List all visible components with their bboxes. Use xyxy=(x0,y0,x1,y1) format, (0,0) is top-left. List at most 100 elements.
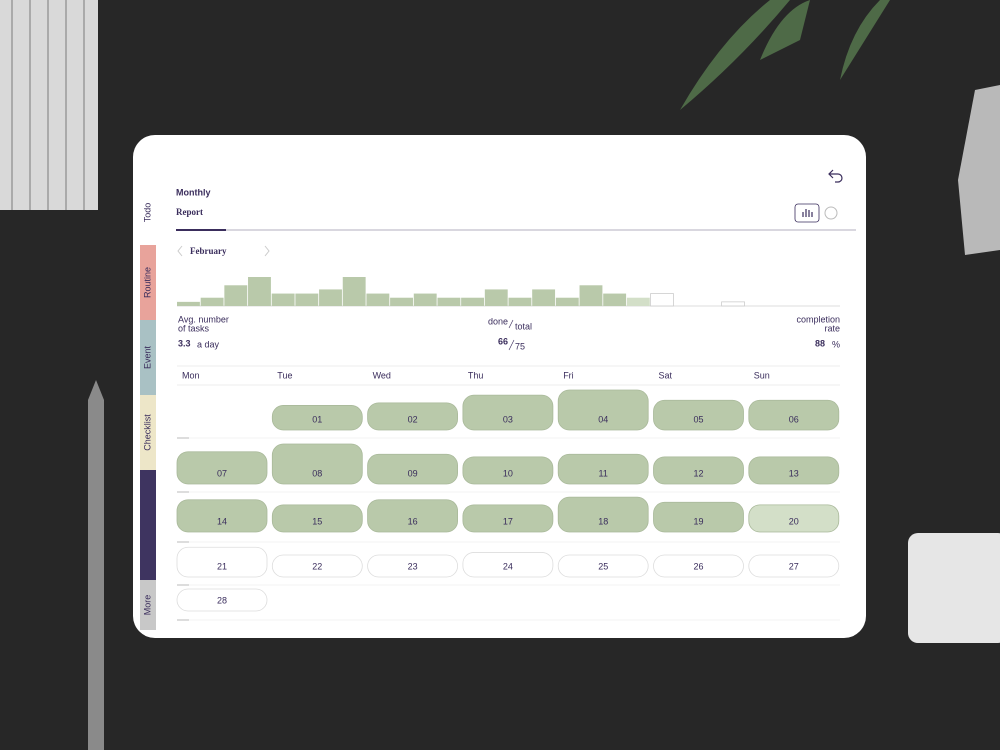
bar xyxy=(437,297,461,306)
bar xyxy=(271,293,295,306)
day-pill[interactable] xyxy=(176,499,268,533)
day-number: 22 xyxy=(312,561,322,571)
bar xyxy=(200,297,224,306)
day-number: 07 xyxy=(217,468,227,478)
tab[interactable] xyxy=(140,320,156,395)
chart-icon xyxy=(802,209,813,217)
month-title: February xyxy=(190,246,227,256)
bar xyxy=(319,289,342,306)
day-pill[interactable] xyxy=(557,453,649,485)
day-pill[interactable] xyxy=(462,394,554,431)
day-pill[interactable] xyxy=(367,453,459,485)
weekday: Sat xyxy=(659,370,673,380)
header-title: Report xyxy=(176,207,203,217)
bar xyxy=(508,297,532,306)
decor-pencil xyxy=(88,380,104,750)
day-number: 14 xyxy=(217,516,227,526)
decor-stone xyxy=(958,85,1000,255)
day-pill[interactable] xyxy=(653,501,744,533)
chart-view-button[interactable] xyxy=(794,203,820,223)
tab-label: Checklist xyxy=(142,414,152,451)
day-pill[interactable] xyxy=(271,443,363,485)
day-number: 16 xyxy=(408,516,418,526)
slash xyxy=(508,319,514,329)
tab-label: More xyxy=(142,595,152,616)
bar xyxy=(532,289,556,306)
day-number: 02 xyxy=(408,414,418,424)
day-pill[interactable] xyxy=(557,496,649,533)
day-pill[interactable] xyxy=(653,554,744,578)
month-arrows[interactable] xyxy=(177,245,270,257)
day-number: 06 xyxy=(789,414,799,424)
day-number: 10 xyxy=(503,468,513,478)
day-pill[interactable] xyxy=(748,554,840,578)
day-pill[interactable] xyxy=(462,552,554,578)
tab[interactable] xyxy=(140,245,156,320)
back-button[interactable] xyxy=(828,169,843,183)
tab[interactable] xyxy=(140,395,156,470)
day-number: 28 xyxy=(217,595,227,605)
bar xyxy=(721,301,745,307)
done-label: done xyxy=(488,316,508,326)
done-value: 66 xyxy=(498,336,508,346)
rate-label: rate xyxy=(824,323,840,333)
header-kicker: Monthly xyxy=(176,187,211,197)
bar xyxy=(366,293,390,306)
day-number: 01 xyxy=(312,414,322,424)
tab-label: Todo xyxy=(142,203,152,223)
rate-value: 88 xyxy=(815,338,825,348)
day-number: 20 xyxy=(789,516,799,526)
day-number: 18 xyxy=(598,516,608,526)
day-number: 27 xyxy=(789,561,799,571)
day-pill[interactable] xyxy=(748,456,840,485)
day-pill[interactable] xyxy=(271,554,363,578)
day-pill[interactable] xyxy=(176,588,268,612)
day-pill[interactable] xyxy=(271,405,363,431)
bar xyxy=(224,285,248,306)
bar xyxy=(248,277,271,306)
alt-view-button[interactable] xyxy=(824,206,838,220)
day-pill[interactable] xyxy=(367,554,459,578)
tab-label: Routine xyxy=(142,267,152,298)
day-number: 04 xyxy=(598,414,608,424)
day-number: 23 xyxy=(408,561,418,571)
day-pill[interactable] xyxy=(367,402,459,431)
day-pill[interactable] xyxy=(653,456,744,485)
decor-folds xyxy=(11,0,85,210)
day-pill[interactable] xyxy=(367,499,459,533)
tab[interactable] xyxy=(140,180,156,245)
bar xyxy=(177,301,200,306)
weekday: Thu xyxy=(468,370,484,380)
day-pill[interactable] xyxy=(176,546,268,578)
day-number: 13 xyxy=(789,468,799,478)
bar xyxy=(461,297,485,306)
day-pill[interactable] xyxy=(653,399,744,431)
bar xyxy=(626,297,650,306)
day-pill[interactable] xyxy=(462,504,554,533)
bar xyxy=(342,277,366,306)
tab[interactable] xyxy=(140,580,156,630)
day-number: 17 xyxy=(503,516,513,526)
day-pill[interactable] xyxy=(557,389,649,431)
day-pill[interactable] xyxy=(748,399,840,431)
day-pill[interactable] xyxy=(271,504,363,533)
rate-label: completion xyxy=(796,314,840,324)
avg-unit: a day xyxy=(197,339,220,349)
bar xyxy=(390,297,413,306)
bar xyxy=(484,289,508,306)
day-number: 08 xyxy=(312,468,322,478)
tab-blank xyxy=(140,470,156,580)
day-number: 24 xyxy=(503,561,513,571)
day-pill[interactable] xyxy=(557,554,649,578)
bar xyxy=(650,293,674,307)
rate-unit: % xyxy=(832,339,840,349)
decor-eraser xyxy=(908,533,1000,643)
weekday: Sun xyxy=(754,370,770,380)
day-pill[interactable] xyxy=(462,456,554,485)
day-number: 11 xyxy=(599,468,608,478)
day-pill[interactable] xyxy=(748,504,840,533)
weekday: Fri xyxy=(563,370,574,380)
day-pill[interactable] xyxy=(176,451,268,485)
